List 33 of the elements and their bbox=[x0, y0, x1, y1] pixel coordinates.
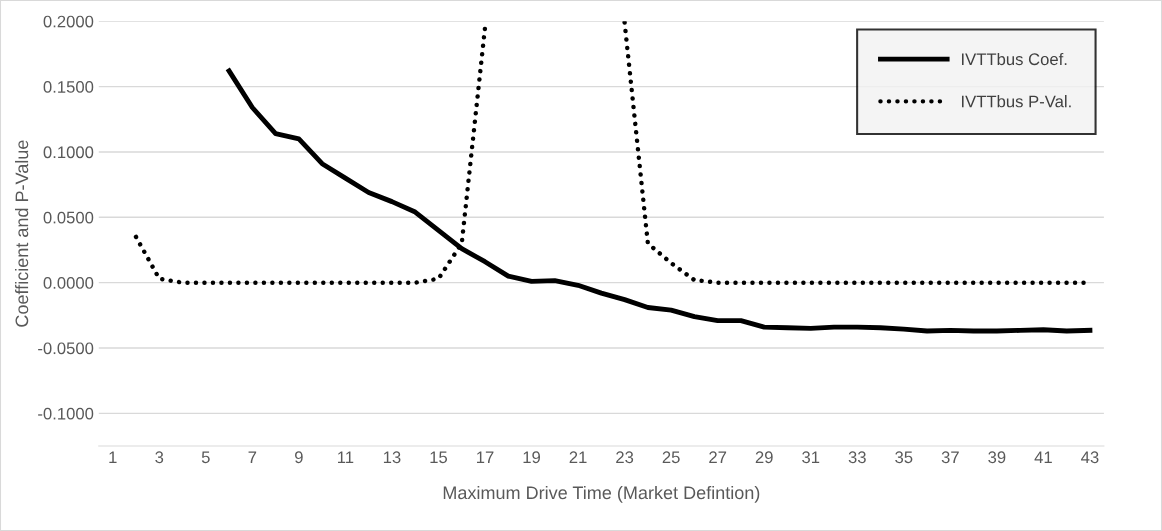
y-tick-label: 0.1000 bbox=[43, 146, 94, 159]
x-tick-label: 17 bbox=[477, 451, 494, 463]
x-tick-label: 19 bbox=[523, 451, 541, 464]
x-axis-title: Maximum Drive Time (Market Defintion) bbox=[443, 485, 760, 503]
y-tick-label: -0.1000 bbox=[38, 407, 94, 420]
x-tick-label: 27 bbox=[709, 451, 727, 463]
x-tick-label: 15 bbox=[430, 451, 448, 464]
y-tick-label: 0.0000 bbox=[43, 277, 94, 289]
legend-label: IVTTbus P-Val. bbox=[962, 95, 1071, 108]
y-tick-label: -0.0500 bbox=[38, 342, 94, 355]
legend-label: IVTTbus Coef. bbox=[962, 52, 1067, 66]
x-tick-label: 7 bbox=[248, 451, 257, 463]
x-tick-label: 43 bbox=[1081, 451, 1099, 464]
x-tick-label: 29 bbox=[755, 451, 773, 464]
x-tick-label: 33 bbox=[848, 451, 866, 464]
y-tick-label: 0.1500 bbox=[43, 80, 94, 93]
x-tick-label: 35 bbox=[895, 451, 913, 464]
x-tick-label: 5 bbox=[201, 451, 210, 464]
x-tick-label: 21 bbox=[569, 451, 587, 463]
x-tick-label: 13 bbox=[383, 451, 401, 464]
y-tick-label: 0.2000 bbox=[43, 15, 94, 28]
x-tick-label: 1 bbox=[109, 451, 117, 463]
x-tick-label: 25 bbox=[662, 451, 680, 464]
x-tick-label: 41 bbox=[1034, 451, 1052, 463]
x-tick-label: 39 bbox=[988, 451, 1006, 464]
x-tick-label: 37 bbox=[941, 451, 959, 464]
y-axis-title: Coefficient and P-Value bbox=[15, 140, 29, 327]
y-tick-label: 0.0500 bbox=[43, 211, 94, 224]
x-tick-label: 3 bbox=[155, 451, 164, 464]
x-tick-label: 9 bbox=[295, 451, 303, 464]
x-tick-label: 11 bbox=[338, 451, 354, 463]
x-tick-label: 31 bbox=[802, 451, 820, 464]
x-tick-label: 23 bbox=[616, 451, 634, 464]
